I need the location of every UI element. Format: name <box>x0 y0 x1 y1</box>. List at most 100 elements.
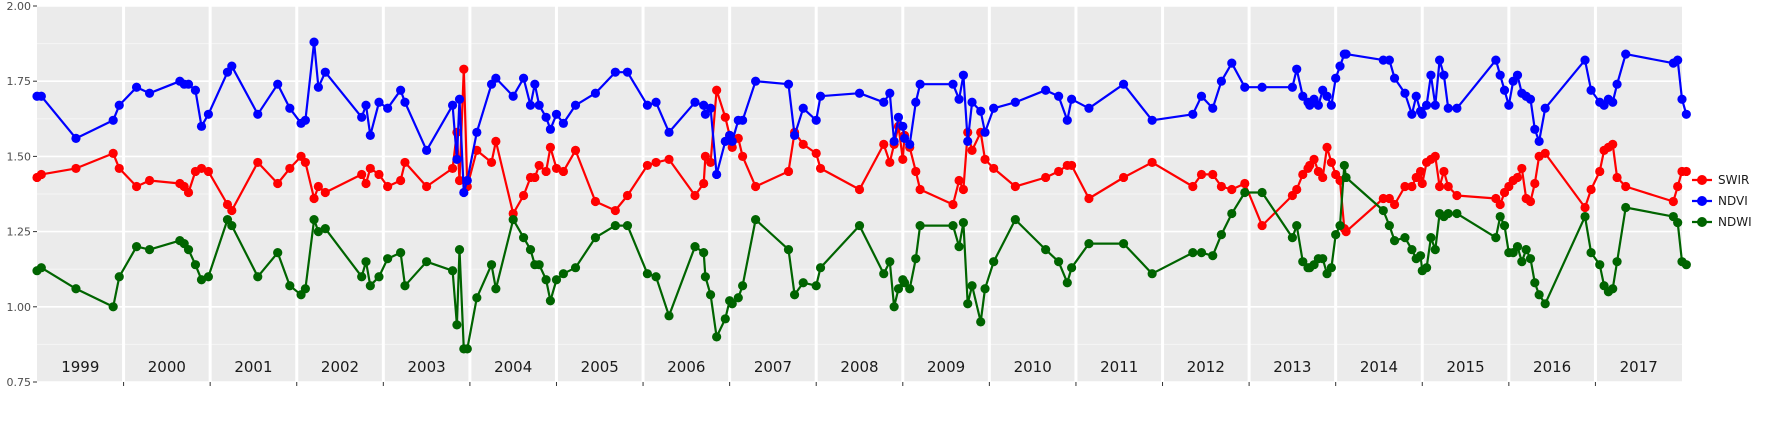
data-point <box>1540 148 1550 158</box>
data-point <box>114 272 124 282</box>
data-point <box>1341 227 1351 237</box>
data-point <box>1491 233 1501 243</box>
data-point <box>789 130 800 140</box>
data-point <box>700 109 710 119</box>
data-point <box>541 166 551 177</box>
data-point <box>1530 124 1540 134</box>
data-point <box>183 79 194 89</box>
data-point <box>705 157 716 168</box>
data-point <box>885 157 895 168</box>
data-point <box>131 82 142 92</box>
data-point <box>300 115 310 125</box>
data-point <box>664 311 674 321</box>
data-point <box>879 97 889 107</box>
data-point <box>551 275 562 285</box>
data-point <box>190 260 201 270</box>
data-point <box>1580 202 1590 213</box>
data-point <box>459 64 469 74</box>
data-point <box>1318 254 1328 264</box>
year-label: 2009 <box>927 358 965 376</box>
data-point <box>1586 184 1596 195</box>
data-point <box>738 281 748 291</box>
data-point <box>545 124 556 134</box>
data-point <box>400 97 410 107</box>
data-point <box>1534 136 1544 146</box>
data-point <box>486 157 497 168</box>
data-point <box>1389 236 1400 246</box>
year-label: 2000 <box>148 358 186 376</box>
legend-item-ndwi: NDWI <box>1692 215 1752 229</box>
data-point <box>570 100 581 110</box>
data-point <box>541 112 551 122</box>
data-point <box>789 290 800 300</box>
data-point <box>1287 233 1297 243</box>
data-point <box>1411 91 1421 101</box>
data-point <box>854 184 865 195</box>
data-point <box>570 263 581 273</box>
data-point <box>357 169 367 180</box>
data-point <box>1298 91 1308 101</box>
data-point <box>948 79 958 89</box>
legend-key-marker <box>1697 217 1707 227</box>
data-point <box>36 169 46 180</box>
data-point <box>1322 142 1332 152</box>
data-point <box>131 242 142 252</box>
series-layer <box>32 37 1691 354</box>
data-point <box>1062 115 1072 125</box>
data-point <box>365 281 375 291</box>
data-point <box>1525 94 1536 104</box>
data-point <box>1335 220 1345 231</box>
data-point <box>963 136 973 146</box>
data-point <box>1443 103 1453 113</box>
legend-label: SWIR <box>1718 173 1749 187</box>
data-point <box>989 163 999 174</box>
series-ndwi <box>32 160 1691 354</box>
data-point <box>1580 211 1590 222</box>
data-point <box>300 157 310 168</box>
data-point <box>383 103 393 113</box>
data-point <box>705 290 716 300</box>
data-point <box>815 91 826 101</box>
data-point <box>203 272 214 282</box>
data-point <box>1292 184 1302 195</box>
data-point <box>454 175 465 186</box>
data-point <box>454 94 465 104</box>
series-ndvi <box>32 37 1691 198</box>
data-point <box>1331 73 1341 83</box>
data-point <box>1517 163 1527 174</box>
data-point <box>472 127 482 137</box>
data-point <box>1400 233 1410 243</box>
data-point <box>131 181 142 192</box>
data-point <box>452 154 462 165</box>
year-label: 2003 <box>408 358 446 376</box>
data-point <box>1196 169 1207 180</box>
data-point <box>144 245 155 255</box>
data-point <box>1318 172 1328 183</box>
data-point <box>551 109 562 119</box>
data-point <box>1084 103 1094 113</box>
data-point <box>508 214 518 225</box>
data-point <box>196 121 207 131</box>
data-point <box>958 70 968 80</box>
data-point <box>980 127 990 137</box>
data-point <box>1400 88 1410 98</box>
data-point <box>699 100 709 110</box>
data-point <box>108 148 118 158</box>
data-point <box>1434 181 1445 192</box>
data-point <box>114 100 124 110</box>
data-point <box>1054 166 1064 177</box>
data-point <box>893 112 904 122</box>
data-point <box>365 163 375 174</box>
data-point <box>1326 263 1336 273</box>
data-point <box>300 284 310 294</box>
data-point <box>1595 166 1605 177</box>
data-point <box>815 263 826 273</box>
legend-label: NDWI <box>1718 215 1752 229</box>
data-point <box>1504 100 1514 110</box>
data-point <box>690 242 700 252</box>
data-point <box>1147 157 1157 168</box>
data-point <box>1443 208 1453 219</box>
year-label: 2016 <box>1533 358 1571 376</box>
data-point <box>690 97 700 107</box>
data-point <box>227 61 237 71</box>
